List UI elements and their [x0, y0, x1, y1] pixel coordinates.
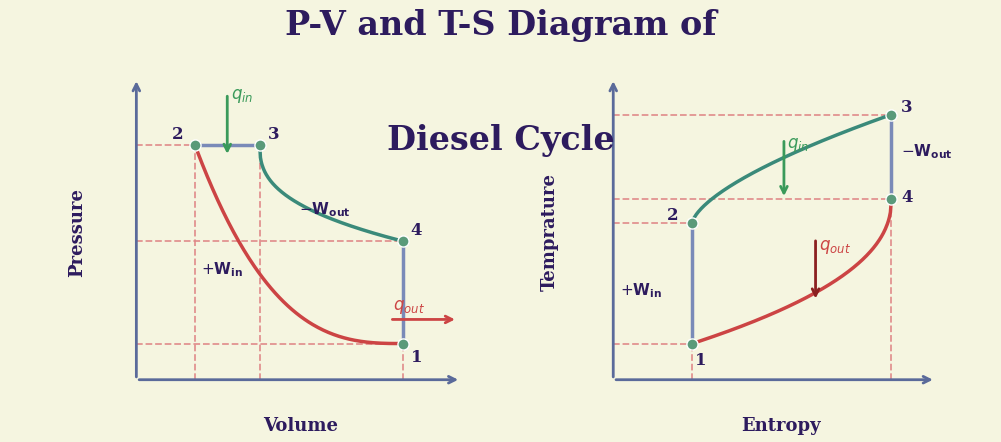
Text: 4: 4 [901, 189, 912, 206]
Text: $q_{out}$: $q_{out}$ [819, 238, 851, 256]
Text: $q_{in}$: $q_{in}$ [787, 136, 810, 154]
Text: Temprature: Temprature [542, 173, 560, 291]
Text: Pressure: Pressure [68, 187, 86, 277]
Text: 4: 4 [410, 222, 422, 239]
Text: $+\mathbf{W_{in}}$: $+\mathbf{W_{in}}$ [201, 260, 243, 279]
Text: 1: 1 [696, 352, 707, 369]
Text: $+\mathbf{W_{in}}$: $+\mathbf{W_{in}}$ [620, 282, 662, 300]
Text: P-V and T-S Diagram of: P-V and T-S Diagram of [284, 9, 717, 42]
Text: Entropy: Entropy [741, 417, 821, 435]
Text: $q_{in}$: $q_{in}$ [230, 88, 253, 106]
Text: Volume: Volume [263, 417, 337, 435]
Text: 3: 3 [268, 126, 279, 143]
Text: $-\mathbf{W_{out}}$: $-\mathbf{W_{out}}$ [901, 143, 953, 161]
Text: Diesel Cycle: Diesel Cycle [386, 124, 615, 157]
Text: $q_{out}$: $q_{out}$ [392, 298, 424, 316]
Text: 2: 2 [172, 126, 184, 143]
Text: 3: 3 [901, 99, 913, 115]
Text: 2: 2 [667, 207, 679, 224]
Text: $-\mathbf{W_{out}}$: $-\mathbf{W_{out}}$ [298, 200, 350, 219]
Text: 1: 1 [410, 349, 422, 366]
